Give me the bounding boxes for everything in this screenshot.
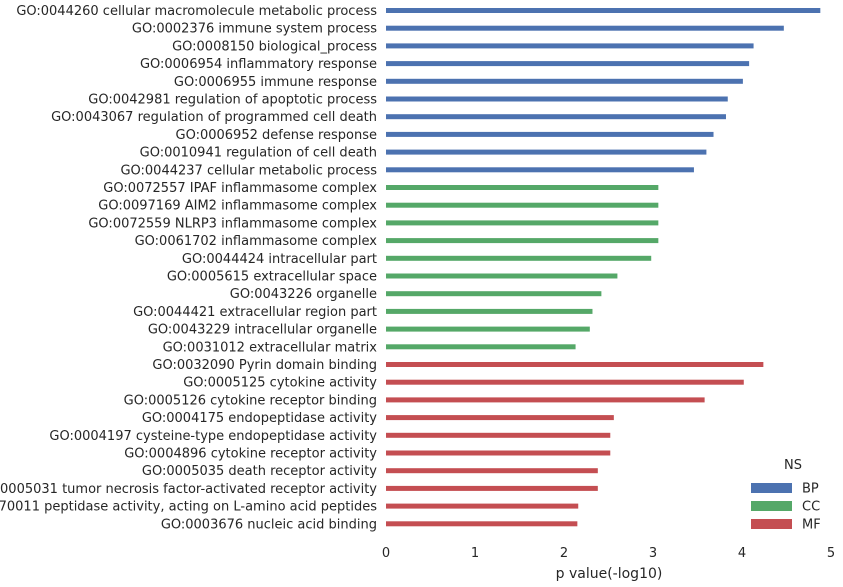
- category-label: GO:0097169 AIM2 inflammasome complex: [98, 199, 377, 214]
- bar-mf: [386, 432, 611, 438]
- legend-label-mf: MF: [802, 518, 821, 533]
- legend-swatch-cc: [751, 501, 792, 511]
- x-tick-label: 3: [649, 546, 657, 561]
- category-label: GO:0043226 organelle: [230, 287, 377, 302]
- category-label: GO:0005035 death receptor activity: [142, 464, 377, 479]
- bar-cc: [386, 308, 593, 314]
- legend-swatch-mf: [751, 519, 792, 529]
- legend-label-cc: CC: [802, 500, 820, 515]
- bar-cc: [386, 238, 659, 244]
- category-label: GO:0043229 intracellular organelle: [148, 323, 377, 338]
- category-label: GO:0072557 IPAF inflammasome complex: [103, 181, 377, 196]
- category-label: GO:0043067 regulation of programmed cell…: [51, 110, 377, 125]
- bar-bp: [386, 96, 728, 102]
- bar-mf: [386, 521, 578, 527]
- x-axis-title: p value(-log10): [556, 566, 663, 582]
- category-label: GO:0044260 cellular macromolecule metabo…: [16, 4, 377, 19]
- category-label: GO:0005031 tumor necrosis factor-activat…: [0, 482, 377, 497]
- x-tick-label: 0: [382, 546, 390, 561]
- bar-mf: [386, 362, 764, 367]
- x-tick-label: 1: [471, 546, 479, 561]
- category-label: GO:0005615 extracellular space: [167, 270, 377, 285]
- bar-mf: [386, 468, 598, 474]
- bar-mf: [386, 450, 611, 456]
- bar-mf: [386, 379, 744, 385]
- category-label: GO:0004896 cytokine receptor activity: [124, 447, 377, 462]
- category-label: GO:0006954 inflammatory response: [140, 57, 377, 72]
- category-label: GO:0072559 NLRP3 inflammasome complex: [88, 216, 377, 231]
- x-tick-label: 4: [738, 546, 746, 561]
- category-label: GO:0006955 immune response: [174, 75, 377, 90]
- bar-cc: [386, 291, 602, 297]
- bar-mf: [386, 503, 579, 509]
- category-label: GO:0008150 biological_process: [172, 39, 377, 54]
- bar-bp: [386, 131, 714, 137]
- x-axis-ticks: 0 1 2 3 4 5: [382, 546, 835, 561]
- category-label: GO:0010941 regulation of cell death: [140, 146, 377, 161]
- category-label: GO:0005125 cytokine activity: [183, 376, 377, 391]
- bar-bp: [386, 78, 743, 84]
- category-label: GO:0061702 inflammasome complex: [135, 234, 378, 249]
- legend-swatch-bp: [751, 483, 792, 493]
- bar-bp: [386, 149, 707, 155]
- category-label: GO:0004197 cysteine-type endopeptidase a…: [49, 429, 377, 444]
- category-label: GO:0005126 cytokine receptor binding: [124, 393, 377, 408]
- bar-mf: [386, 397, 705, 403]
- bar-cc: [386, 326, 590, 332]
- bar-cc: [386, 220, 659, 226]
- bar-cc: [386, 344, 576, 350]
- bar-bp: [386, 61, 750, 67]
- bar-cc: [386, 255, 652, 261]
- bar-bp: [386, 114, 726, 120]
- x-tick-label: 5: [827, 546, 835, 561]
- category-label: GO:0042981 regulation of apoptotic proce…: [88, 93, 377, 108]
- bar-mf: [386, 485, 598, 491]
- x-tick-label: 2: [560, 546, 568, 561]
- bar-bp: [386, 43, 754, 49]
- category-label: GO:0004175 endopeptidase activity: [142, 411, 377, 426]
- category-label: GO:0044424 intracellular part: [182, 252, 377, 267]
- legend-title: NS: [784, 458, 802, 473]
- category-label: GO:0044237 cellular metabolic process: [120, 163, 377, 178]
- legend-entries: BP CC MF: [751, 482, 821, 533]
- legend-label-bp: BP: [802, 482, 819, 497]
- bar-bp: [386, 167, 694, 173]
- bar-bp: [386, 25, 784, 31]
- category-label: GO:0003676 nucleic acid binding: [161, 517, 377, 532]
- legend: NS BP CC MF: [751, 458, 821, 533]
- category-label: GO:0044421 extracellular region part: [133, 305, 377, 320]
- category-label: GO:0032090 Pyrin domain binding: [152, 358, 377, 373]
- category-labels: GO:0044260 cellular macromolecule metabo…: [0, 4, 377, 532]
- bar-mf: [386, 415, 614, 421]
- bar-cc: [386, 273, 618, 279]
- bars-layer: [386, 8, 821, 527]
- bar-cc: [386, 202, 659, 208]
- category-label: GO:0070011 peptidase activity, acting on…: [0, 500, 377, 515]
- category-label: GO:0006952 defense response: [176, 128, 378, 143]
- bar-bp: [386, 8, 821, 13]
- category-label: GO:0002376 immune system process: [132, 22, 377, 37]
- category-label: GO:0031012 extracellular matrix: [163, 340, 378, 355]
- bar-cc: [386, 185, 659, 190]
